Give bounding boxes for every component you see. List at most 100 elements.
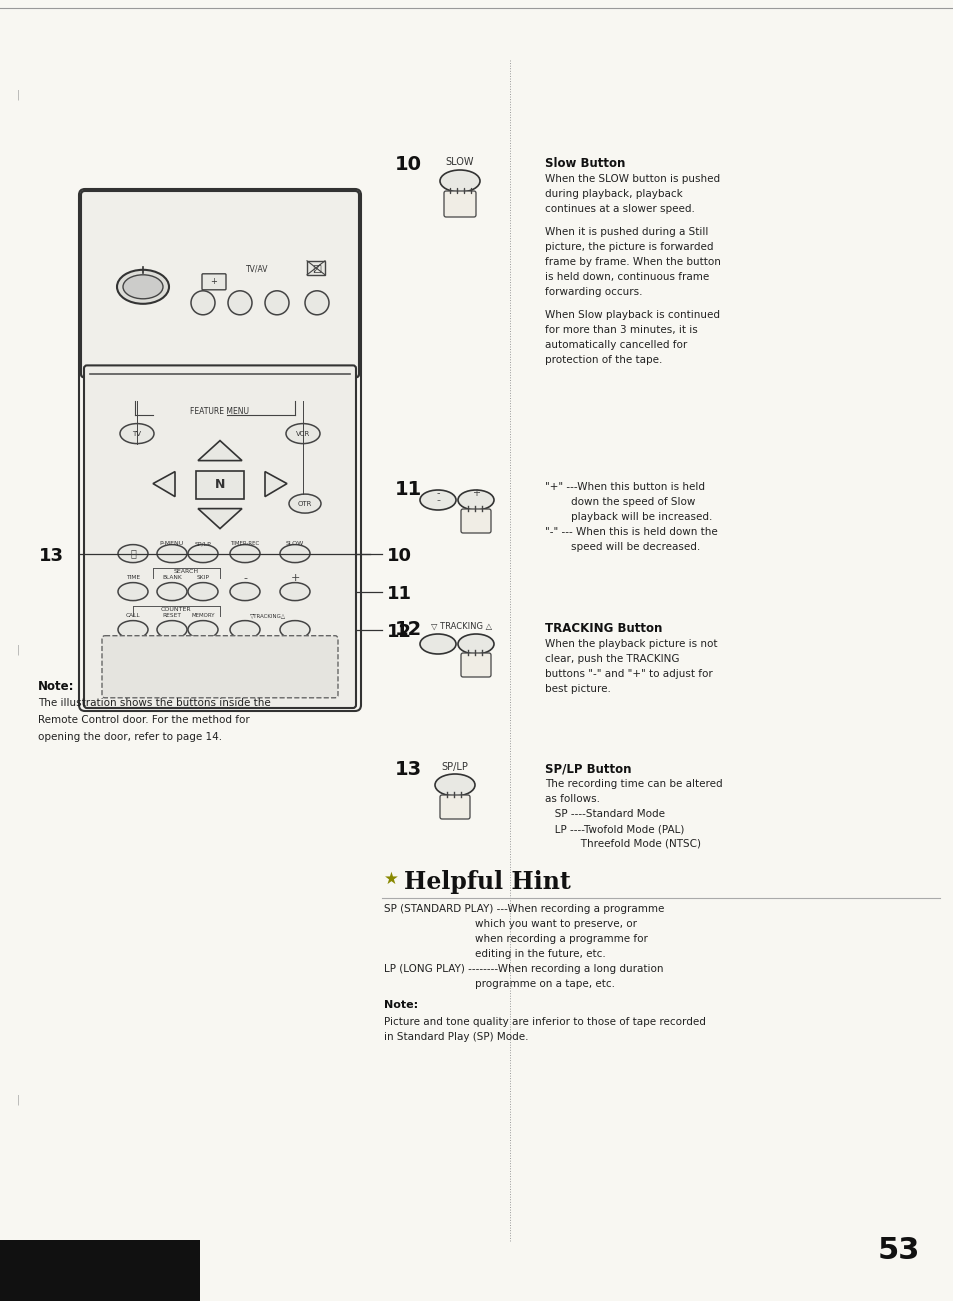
Text: |: | (16, 645, 20, 656)
Text: editing in the future, etc.: editing in the future, etc. (384, 948, 605, 959)
Text: SP (STANDARD PLAY) ---When recording a programme: SP (STANDARD PLAY) ---When recording a p… (384, 904, 663, 915)
Ellipse shape (118, 621, 148, 639)
Text: SP/LP Button: SP/LP Button (544, 762, 631, 775)
Text: SP/LP: SP/LP (194, 541, 212, 546)
Text: MEMORY: MEMORY (191, 613, 214, 618)
FancyBboxPatch shape (202, 273, 226, 290)
Bar (0, 1240, 200, 1301)
Text: for more than 3 minutes, it is: for more than 3 minutes, it is (544, 325, 697, 334)
Text: -: - (436, 494, 439, 505)
Ellipse shape (117, 269, 169, 304)
Text: forwarding occurs.: forwarding occurs. (544, 288, 641, 297)
Text: down the speed of Slow: down the speed of Slow (544, 497, 695, 507)
Text: Note:: Note: (384, 1000, 417, 1010)
Ellipse shape (118, 545, 148, 562)
Text: speed will be decreased.: speed will be decreased. (544, 543, 700, 552)
Text: P-MENU: P-MENU (160, 541, 184, 546)
Text: SLOW: SLOW (286, 541, 304, 546)
Text: 11: 11 (387, 584, 412, 602)
Text: continues at a slower speed.: continues at a slower speed. (544, 204, 694, 213)
Text: which you want to preserve, or: which you want to preserve, or (384, 919, 637, 929)
Text: Note:: Note: (38, 680, 74, 693)
Text: SP ----Standard Mode: SP ----Standard Mode (544, 809, 664, 820)
FancyBboxPatch shape (307, 260, 325, 275)
Ellipse shape (286, 424, 319, 444)
Text: RESET: RESET (162, 613, 181, 618)
FancyBboxPatch shape (84, 366, 355, 708)
Text: picture, the picture is forwarded: picture, the picture is forwarded (544, 242, 713, 252)
Text: 10: 10 (395, 155, 421, 174)
FancyBboxPatch shape (439, 795, 470, 820)
Polygon shape (265, 471, 287, 497)
Ellipse shape (419, 634, 456, 654)
Ellipse shape (188, 545, 218, 562)
Text: +: + (211, 277, 217, 286)
Text: Picture and tone quality are inferior to those of tape recorded: Picture and tone quality are inferior to… (384, 1017, 705, 1026)
FancyBboxPatch shape (195, 471, 244, 498)
Text: When the playback picture is not: When the playback picture is not (544, 639, 717, 649)
Ellipse shape (280, 583, 310, 601)
Text: When Slow playback is continued: When Slow playback is continued (544, 310, 720, 320)
Ellipse shape (118, 583, 148, 601)
FancyBboxPatch shape (81, 191, 358, 377)
Text: Threefold Mode (NTSC): Threefold Mode (NTSC) (544, 839, 700, 850)
Text: programme on a tape, etc.: programme on a tape, etc. (384, 978, 615, 989)
Text: playback will be increased.: playback will be increased. (544, 513, 712, 522)
Ellipse shape (188, 583, 218, 601)
Text: 13: 13 (39, 546, 64, 565)
Text: LP ----Twofold Mode (PAL): LP ----Twofold Mode (PAL) (544, 824, 683, 834)
Text: ▽ TRACKING △: ▽ TRACKING △ (431, 622, 492, 631)
Polygon shape (198, 441, 242, 461)
Text: "+" ---When this button is held: "+" ---When this button is held (544, 481, 704, 492)
Text: "-" --- When this is held down the: "-" --- When this is held down the (544, 527, 717, 537)
Circle shape (228, 291, 252, 315)
Circle shape (265, 291, 289, 315)
Text: automatically cancelled for: automatically cancelled for (544, 340, 686, 350)
Circle shape (191, 291, 214, 315)
Text: |: | (16, 1094, 20, 1106)
Ellipse shape (157, 621, 187, 639)
Text: best picture.: best picture. (544, 684, 610, 693)
Ellipse shape (419, 490, 456, 510)
Ellipse shape (188, 621, 218, 639)
Text: 12: 12 (387, 623, 412, 640)
FancyBboxPatch shape (443, 191, 476, 217)
Text: LP (LONG PLAY) --------When recording a long duration: LP (LONG PLAY) --------When recording a … (384, 964, 662, 974)
Text: +: + (290, 572, 299, 583)
Ellipse shape (230, 583, 260, 601)
Text: clear, push the TRACKING: clear, push the TRACKING (544, 654, 679, 664)
Ellipse shape (457, 634, 494, 654)
Text: Remote Control door. For the method for: Remote Control door. For the method for (38, 716, 250, 725)
Text: TIME: TIME (126, 575, 140, 580)
Ellipse shape (123, 275, 163, 299)
FancyBboxPatch shape (460, 653, 491, 677)
Text: as follows.: as follows. (544, 794, 599, 804)
Text: When it is pushed during a Still: When it is pushed during a Still (544, 226, 708, 237)
Text: -: - (243, 572, 247, 583)
Polygon shape (152, 471, 174, 497)
Ellipse shape (120, 424, 153, 444)
Text: Helpful Hint: Helpful Hint (403, 870, 570, 894)
Text: -: - (436, 488, 439, 498)
Ellipse shape (280, 621, 310, 639)
Text: protection of the tape.: protection of the tape. (544, 355, 661, 366)
Text: When the SLOW button is pushed: When the SLOW button is pushed (544, 174, 720, 183)
Text: TIMER-REC: TIMER-REC (230, 541, 259, 546)
Ellipse shape (289, 494, 320, 513)
Text: during playback, playback: during playback, playback (544, 189, 682, 199)
FancyBboxPatch shape (102, 636, 337, 697)
Ellipse shape (157, 545, 187, 562)
Text: TRACKING Button: TRACKING Button (544, 622, 661, 635)
Text: 10: 10 (387, 546, 412, 565)
Text: ▽TRACKING△: ▽TRACKING△ (250, 613, 286, 618)
Ellipse shape (435, 774, 475, 796)
Text: SKIP: SKIP (196, 575, 210, 580)
Text: when recording a programme for: when recording a programme for (384, 934, 647, 945)
FancyBboxPatch shape (460, 509, 491, 533)
Text: BLANK: BLANK (162, 575, 182, 580)
Text: N: N (214, 477, 225, 490)
Ellipse shape (230, 621, 260, 639)
Text: SEARCH: SEARCH (173, 569, 198, 574)
Text: 53: 53 (877, 1236, 919, 1265)
Text: opening the door, refer to page 14.: opening the door, refer to page 14. (38, 732, 222, 742)
